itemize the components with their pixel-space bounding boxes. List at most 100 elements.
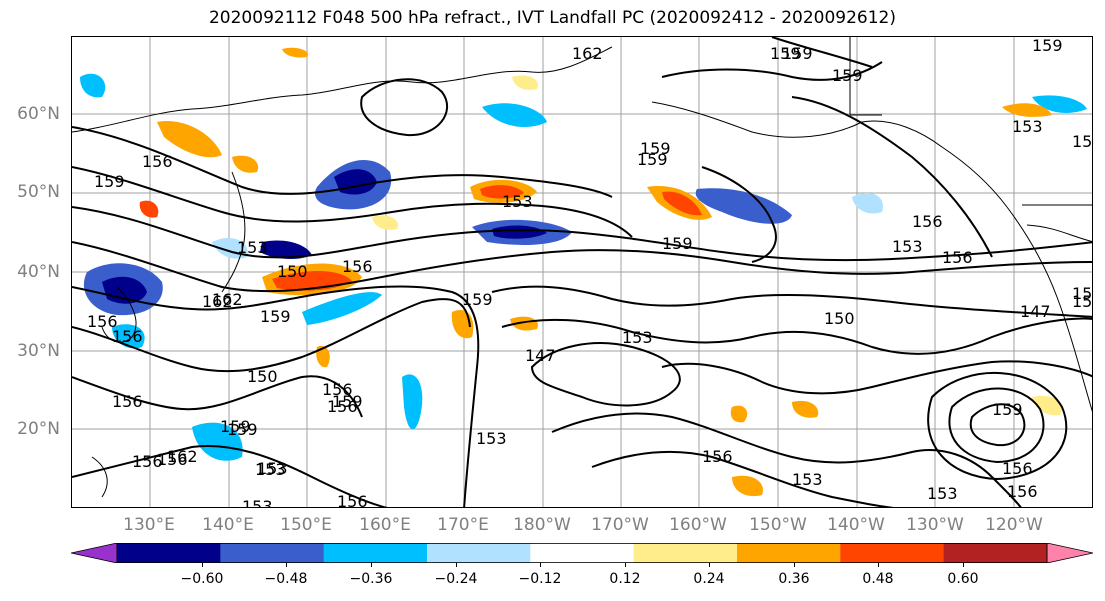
colorbar-segment	[117, 543, 221, 563]
contour-label: 159	[637, 150, 668, 169]
contour-label: 153	[792, 470, 823, 489]
contour-label: 153	[892, 237, 923, 256]
contour-label: 156	[702, 447, 733, 466]
colorbar-border	[116, 543, 1048, 563]
lon-label-160e: 160°E	[359, 515, 411, 535]
contour-label: 153	[1072, 132, 1093, 151]
contour-label: 153	[1012, 117, 1043, 136]
lon-label-130w: 130°W	[906, 515, 964, 535]
contour-label: 159	[770, 44, 801, 63]
contour-label: 147	[525, 346, 556, 365]
colorbar-tick: 0.48	[862, 571, 894, 587]
contour-label: 153	[257, 459, 288, 478]
contour-label: 159	[260, 307, 291, 326]
colorbar-tick: 0.12	[609, 571, 641, 587]
contour-label: 156	[912, 212, 943, 231]
contour-label: 156	[112, 327, 143, 346]
contour-label: 150	[1072, 292, 1093, 311]
colorbar-segment	[840, 543, 945, 563]
contour-label: 156	[1007, 482, 1038, 501]
map-panel: 162 159 159 159 156 153 156 159 153 150 …	[71, 36, 1093, 508]
colorbar-segment	[633, 543, 738, 563]
contour-label: 156	[327, 397, 358, 416]
contour-label: 156	[132, 452, 163, 471]
contour-label: 156	[1002, 459, 1033, 478]
lat-label-50n: 50°N	[17, 182, 60, 202]
colorbar-tick: 0.24	[693, 571, 725, 587]
contour-label: 159	[227, 420, 258, 439]
contour-label: 153	[476, 429, 507, 448]
contour-label: 159	[220, 417, 251, 436]
lon-label-130e: 130°E	[123, 515, 175, 535]
map-canvas: 162 159 159 159 156 153 156 159 153 150 …	[72, 37, 1093, 508]
lon-label-170e: 170°E	[437, 515, 489, 535]
contour-label: 150	[1072, 284, 1093, 303]
colorbar-segment	[943, 543, 1048, 563]
lon-label-150e: 150°E	[280, 515, 332, 535]
negative-anomaly-shading	[80, 73, 1087, 461]
contour-label: 162	[212, 290, 243, 309]
lon-label-140w: 140°W	[827, 515, 885, 535]
contour-label: 150	[247, 367, 278, 386]
colorbar-tick: 0.36	[778, 571, 810, 587]
lat-label-20n: 20°N	[17, 419, 60, 439]
colorbar-segment	[737, 543, 841, 563]
contour-label: 159	[94, 172, 125, 191]
map-title: 2020092112 F048 500 hPa refract., IVT La…	[208, 8, 896, 28]
contour-label: 147	[1020, 302, 1051, 321]
lon-label-180w: 180°W	[513, 515, 571, 535]
lat-label-60n: 60°N	[17, 104, 60, 124]
contour-label: 153	[927, 484, 958, 503]
contour-label: 156	[337, 492, 368, 508]
lon-label-160w: 160°W	[669, 515, 727, 535]
height-contours	[72, 37, 1092, 507]
contour-label: 159	[640, 139, 671, 158]
contour-label: 150	[277, 262, 308, 281]
contour-label: 153	[242, 497, 273, 508]
colorbar-segment	[427, 543, 531, 563]
colorbar-tick: −0.36	[349, 571, 393, 587]
contour-label: 162	[202, 292, 233, 311]
lon-label-170w: 170°W	[591, 515, 649, 535]
contour-label: 159	[992, 400, 1023, 419]
contour-label: 153	[255, 460, 286, 479]
contour-label: 159	[662, 234, 693, 253]
contour-label: 150	[824, 309, 855, 328]
contour-label: 159	[462, 290, 493, 309]
colorbar-tick: −0.12	[518, 571, 562, 587]
contour-label: 153	[237, 238, 268, 257]
colorbar-extend-low	[71, 543, 118, 563]
colorbar-segment	[323, 543, 428, 563]
contour-label: 156	[87, 312, 118, 331]
colorbar	[71, 543, 1093, 563]
colorbar-segment	[530, 543, 635, 563]
contour-label: 159	[782, 44, 813, 63]
contour-label: 156	[157, 450, 188, 469]
contour-label: 159	[332, 392, 363, 411]
contour-label: 159	[1032, 37, 1063, 55]
contour-label: 156	[112, 392, 143, 411]
colorbar-extend-high	[1046, 543, 1093, 563]
contour-label: 162	[572, 44, 603, 63]
contour-label: 156	[142, 152, 173, 171]
contour-label: 159	[832, 66, 863, 85]
lon-label-140e: 140°E	[202, 515, 254, 535]
positive-anomaly-shading	[139, 47, 1062, 497]
colorbar-tick: −0.48	[264, 571, 308, 587]
lon-label-120w: 120°W	[985, 515, 1043, 535]
contour-label: 156	[322, 380, 353, 399]
contour-label: 156	[342, 257, 373, 276]
contour-labels: 162 159 159 159 156 153 156 159 153 150 …	[87, 37, 1093, 508]
colorbar-segment	[220, 543, 325, 563]
lat-label-40n: 40°N	[17, 262, 60, 282]
contour-label: 156	[942, 248, 973, 267]
colorbar-tick: 0.60	[947, 571, 979, 587]
colorbar-tick: −0.60	[180, 571, 224, 587]
colorbar-tick: −0.24	[434, 571, 478, 587]
lon-label-150w: 150°W	[749, 515, 807, 535]
graticule	[72, 37, 1092, 507]
lat-label-30n: 30°N	[17, 341, 60, 361]
contour-label: 162	[167, 447, 198, 466]
contour-label: 153	[502, 192, 533, 211]
contour-label: 153	[622, 328, 653, 347]
